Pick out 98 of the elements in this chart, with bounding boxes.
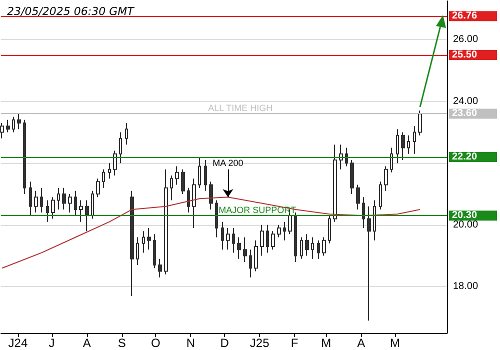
- candlestick: [164, 168, 168, 275]
- candlestick: [198, 156, 201, 188]
- x-tick-label: A: [82, 336, 91, 350]
- candlestick: [345, 147, 348, 167]
- candlestick: [192, 178, 196, 228]
- candlestick: [204, 160, 207, 192]
- candlestick: [142, 230, 145, 254]
- candlestick: [125, 122, 128, 146]
- y-tick-label: 18.00: [453, 281, 478, 292]
- candlestick: [221, 221, 224, 250]
- candlestick: [277, 224, 281, 238]
- candlestick: [108, 162, 111, 180]
- candlestick: [12, 116, 15, 133]
- candlestick: [40, 187, 43, 214]
- candlestick: [271, 230, 275, 250]
- candlestick: [283, 221, 286, 241]
- candlestick: [401, 132, 405, 161]
- candlestick: [17, 113, 21, 130]
- candlestick: [413, 126, 416, 154]
- candlestick: [328, 215, 331, 244]
- candlestick: [136, 236, 139, 266]
- x-tick-label: J24: [8, 336, 28, 350]
- candlestick: [34, 190, 38, 214]
- candlestick: [407, 134, 410, 154]
- candlestick: [384, 166, 388, 192]
- candlestick: [209, 181, 213, 210]
- candlestick: [396, 128, 399, 164]
- candlestick: [62, 187, 66, 210]
- candlestick: [79, 200, 83, 222]
- y-tick-label: 26.00: [453, 34, 478, 46]
- candlestick: [23, 119, 26, 195]
- candlestick: [311, 236, 314, 260]
- candlestick: [147, 227, 151, 250]
- candlestick: [158, 258, 162, 278]
- y-tick-label: 20.00: [453, 219, 478, 230]
- candlestick: [254, 240, 258, 272]
- x-tick-label: D: [220, 336, 230, 350]
- x-tick-label: N: [186, 336, 196, 350]
- candlestick: [29, 181, 32, 216]
- candlestick: [305, 234, 309, 256]
- candlestick: [0, 122, 4, 139]
- x-tick-label: A: [357, 336, 366, 350]
- candlestick: [317, 240, 320, 260]
- candlestick: [260, 224, 264, 256]
- candlestick: [362, 196, 365, 228]
- x-tick-label: O: [151, 336, 160, 350]
- candlestick: [333, 144, 337, 222]
- candlestick: [51, 196, 55, 220]
- candlestick: [294, 212, 297, 262]
- x-tick-label: M: [390, 336, 400, 350]
- x-tick-label: F: [290, 336, 298, 350]
- candlestick: [367, 206, 371, 322]
- candlestick: [215, 200, 218, 238]
- candlestick: [6, 119, 10, 133]
- candlestick: [68, 194, 72, 214]
- candlestick: [226, 227, 230, 250]
- candlestick: [119, 132, 122, 164]
- candlestick: [187, 187, 190, 214]
- candlestick: [232, 227, 235, 254]
- candlestick: [91, 190, 94, 220]
- candlestick: [322, 236, 326, 256]
- candlestick: [300, 236, 303, 260]
- candlestick: [350, 160, 354, 195]
- candlestick: [237, 236, 241, 260]
- annotation: ALL TIME HIGH: [208, 103, 273, 114]
- ref-line-label: 22.20: [452, 151, 478, 162]
- candlestick: [96, 178, 100, 198]
- ref-line-label: 26.76: [452, 10, 478, 22]
- candlestick: [339, 144, 343, 170]
- candlestick: [46, 200, 49, 222]
- candlestick: [249, 249, 252, 278]
- ref-line-label: 23.60: [452, 108, 478, 120]
- candlestick: [85, 200, 89, 232]
- x-tick-label: J25: [250, 336, 270, 350]
- candlestick: [102, 168, 105, 188]
- x-tick-label: J: [48, 336, 55, 350]
- candlestick: [130, 190, 134, 296]
- ref-line-label: 25.50: [452, 50, 478, 61]
- y-tick-label: 24.00: [453, 96, 478, 107]
- candlestick: [175, 166, 179, 186]
- candlestick: [74, 190, 77, 216]
- candlestick: [170, 174, 173, 201]
- chart-title: 23/05/2025 06:30 GMT: [7, 5, 136, 18]
- x-tick-label: S: [118, 336, 126, 350]
- candlestick: [181, 168, 185, 195]
- candlestick: [390, 147, 393, 173]
- candlestick: [418, 110, 422, 136]
- candlestick: [57, 187, 60, 210]
- candlestick: [243, 236, 247, 262]
- candlestick: [266, 224, 269, 254]
- candlestick: [379, 181, 382, 210]
- candlestick: [373, 200, 376, 241]
- candlestick: [153, 234, 156, 269]
- candlestick: [356, 184, 360, 210]
- annotation: MA 200: [212, 158, 244, 168]
- x-tick-label: M: [321, 336, 332, 350]
- candlestick: [113, 150, 117, 176]
- ref-line-label: 20.30: [452, 210, 478, 222]
